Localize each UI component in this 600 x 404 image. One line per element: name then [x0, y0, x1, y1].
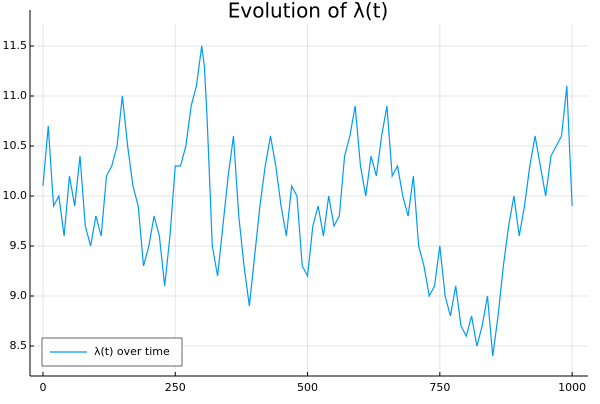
y-tick-label: 10.5 [3, 139, 28, 152]
y-tick-label: 11.0 [3, 89, 28, 102]
x-tick-label: 250 [165, 381, 186, 394]
y-tick-label: 8.5 [10, 339, 28, 352]
y-tick-label: 9.5 [10, 239, 28, 252]
x-tick-label: 750 [429, 381, 450, 394]
chart-title: Evolution of λ(t) [228, 0, 389, 23]
x-tick-label: 1000 [558, 381, 586, 394]
legend-label: λ(t) over time [94, 345, 170, 358]
x-tick-label: 500 [297, 381, 318, 394]
y-tick-label: 9.0 [10, 289, 28, 302]
y-tick-label: 10.0 [3, 189, 28, 202]
x-tick-label: 0 [39, 381, 46, 394]
y-tick-label: 11.5 [3, 39, 28, 52]
data-line [42, 45, 573, 357]
